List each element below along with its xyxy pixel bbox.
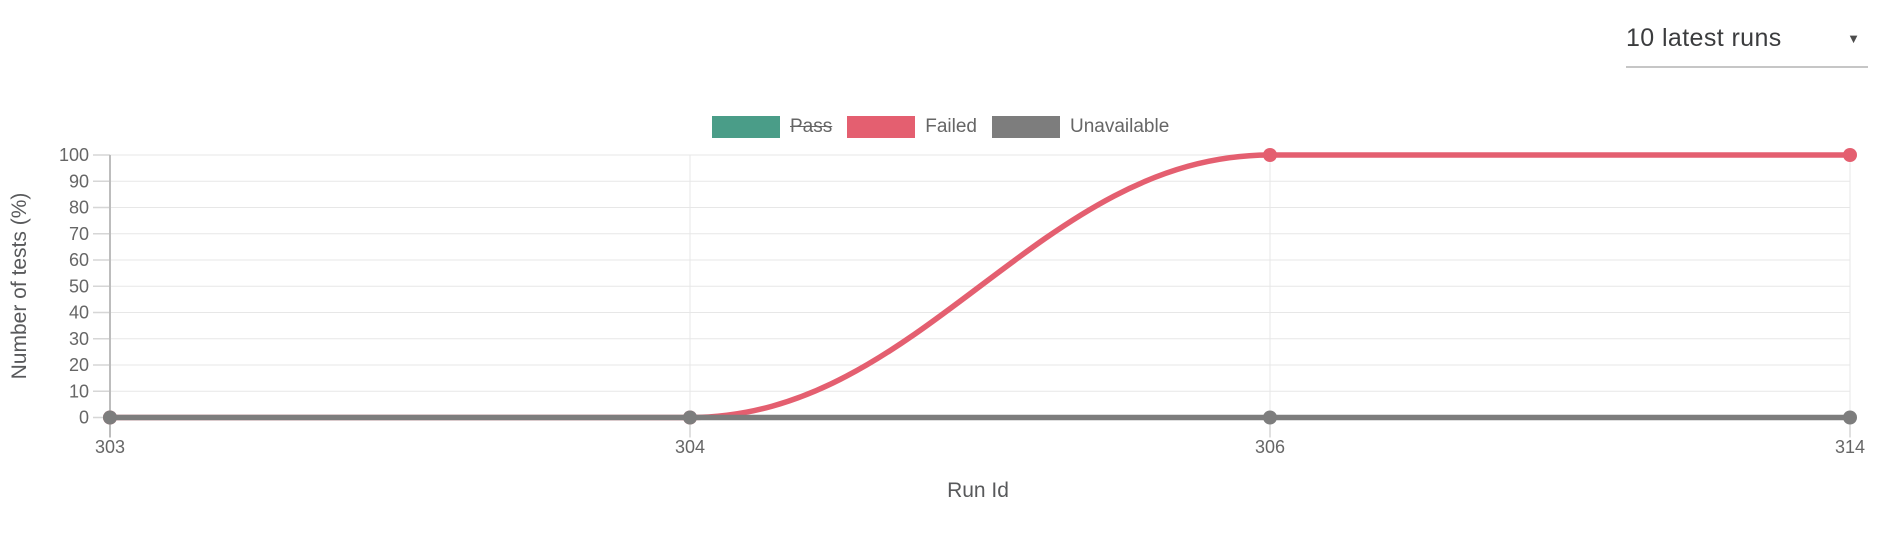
x-tick-label: 306 <box>1255 437 1285 457</box>
x-axis-title: Run Id <box>947 479 1009 502</box>
x-tick-label: 304 <box>675 437 705 457</box>
legend-label: Unavailable <box>1070 116 1170 137</box>
y-tick-label: 80 <box>69 198 89 218</box>
y-tick-label: 50 <box>69 276 89 296</box>
y-tick-label: 40 <box>69 303 89 323</box>
chart-legend: Pass Failed Unavailable <box>712 116 1169 138</box>
data-point-failed[interactable] <box>1843 148 1857 162</box>
series-line-failed <box>110 152 1850 421</box>
y-tick-label: 70 <box>69 224 89 244</box>
y-tick-label: 60 <box>69 250 89 270</box>
legend-swatch-pass <box>712 116 780 138</box>
y-tick-label: 20 <box>69 355 89 375</box>
y-axis-title: Number of tests (%) <box>8 193 31 380</box>
runs-filter-select[interactable]: 10 latest runs ▼ <box>1626 20 1868 68</box>
legend-item-failed[interactable]: Failed <box>847 116 977 138</box>
data-point-unavailable[interactable] <box>103 410 117 425</box>
data-point-unavailable[interactable] <box>1843 410 1857 425</box>
legend-item-pass[interactable]: Pass <box>712 116 832 138</box>
data-point-unavailable[interactable] <box>683 410 697 425</box>
y-tick-label: 100 <box>59 145 89 165</box>
x-tick-label: 303 <box>95 437 125 457</box>
y-tick-label: 0 <box>79 408 89 428</box>
legend-swatch-failed <box>847 116 916 138</box>
legend-item-unavailable[interactable]: Unavailable <box>992 116 1169 138</box>
x-tick-label: 314 <box>1835 437 1865 457</box>
y-tick-label: 10 <box>69 381 89 401</box>
legend-label: Failed <box>925 116 977 137</box>
y-tick-label: 90 <box>69 171 89 191</box>
chevron-down-icon: ▼ <box>1847 31 1860 46</box>
y-tick-label: 30 <box>69 329 89 349</box>
data-point-unavailable[interactable] <box>1263 410 1277 425</box>
data-point-failed[interactable] <box>1263 148 1277 162</box>
runs-filter-value: 10 latest runs <box>1626 24 1782 52</box>
legend-swatch-unavailable <box>992 116 1060 138</box>
legend-label: Pass <box>790 116 833 137</box>
